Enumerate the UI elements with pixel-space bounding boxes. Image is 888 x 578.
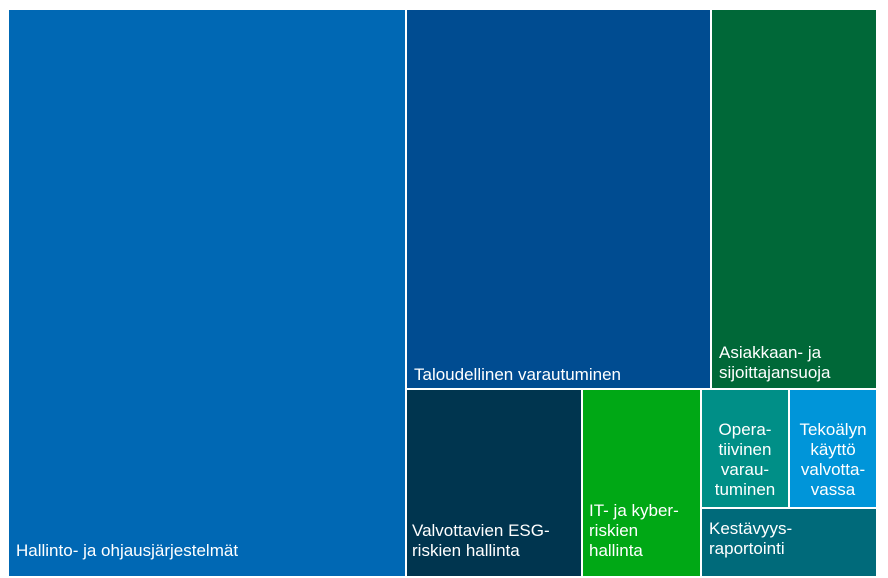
tile-esg [406, 389, 582, 577]
tile-it-label: IT- ja kyber-riskien hallinta [589, 501, 679, 560]
tile-kestavyys [701, 508, 877, 577]
tile-hallinto-label: Hallinto- ja ohjausjärjestelmät [16, 541, 239, 560]
tile-operatiivinen-label: Opera-tiivinen varau-tuminen [714, 420, 776, 499]
tile-it [582, 389, 701, 577]
tile-tekoaly-label: Tekoälyn käyttö valvotta-vassa [799, 420, 867, 499]
tile-esg-label: Valvottavien ESG-riskien hallinta [412, 521, 550, 560]
tile-taloudellinen-label: Taloudellinen varautuminen [414, 365, 621, 384]
tile-kestavyys-label: Kestävyys-raportointi [709, 519, 793, 558]
tile-tekoaly [789, 389, 877, 508]
tile-asiakkaan [711, 9, 877, 389]
tile-hallinto [8, 9, 406, 577]
tile-asiakkaan-label: Asiakkaan- ja sijoittajansuoja [719, 343, 831, 382]
tile-taloudellinen [406, 9, 711, 389]
tile-operatiivinen [701, 389, 789, 508]
